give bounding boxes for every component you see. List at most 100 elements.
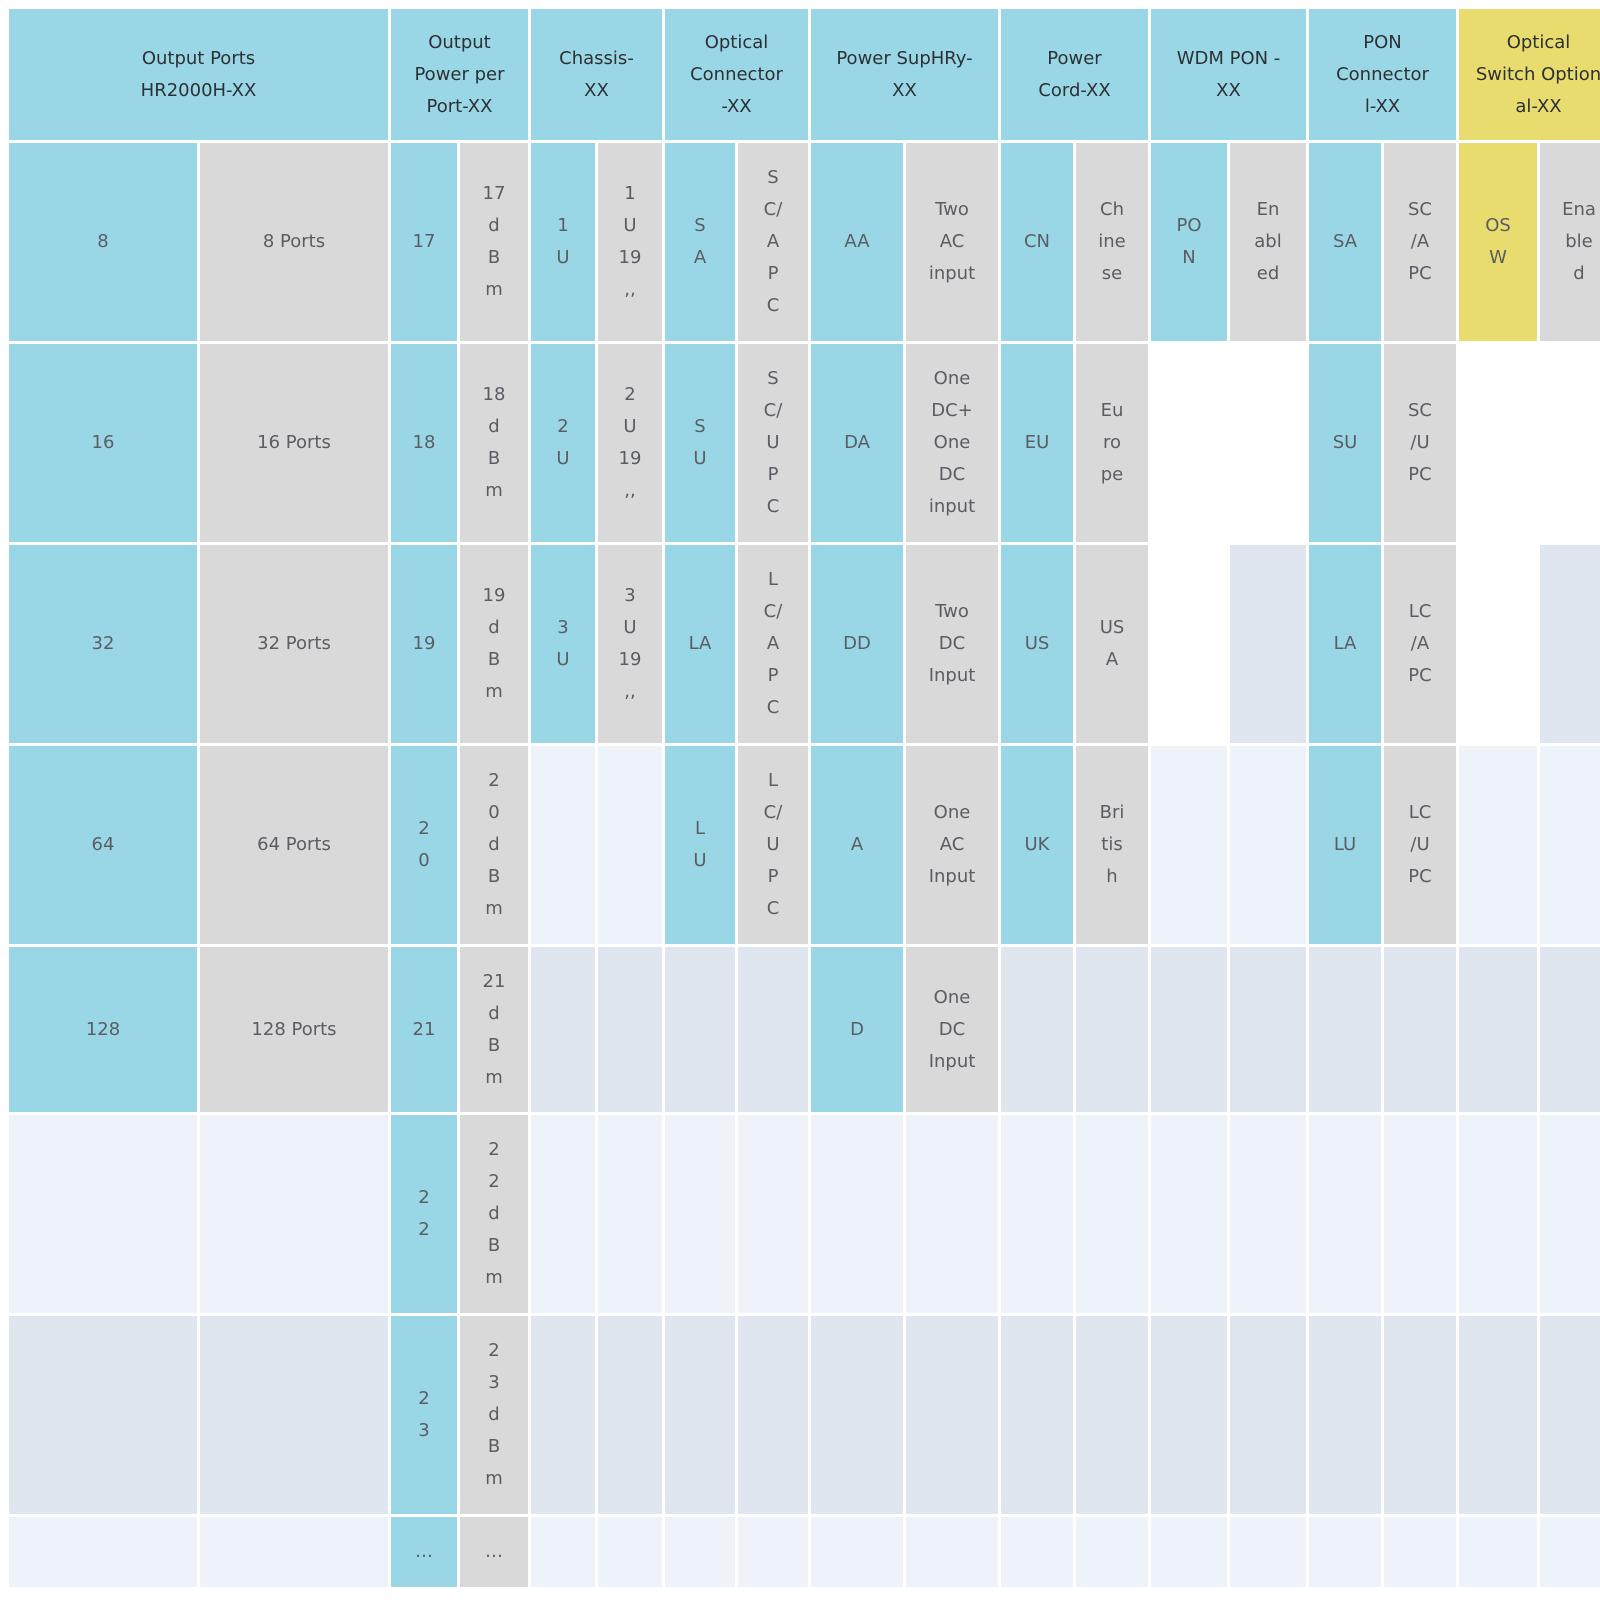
chassis-code-cell: 3 U bbox=[531, 545, 595, 743]
empty-cell bbox=[1151, 746, 1227, 944]
header-optical-switch: Optical Switch Option al-XX bbox=[1459, 9, 1600, 140]
output-power-label-cell: 2 0 d B m bbox=[460, 746, 528, 944]
empty-cell bbox=[598, 1115, 662, 1313]
empty-cell bbox=[1309, 1517, 1381, 1587]
output-ports-label-cell: 128 Ports bbox=[200, 947, 388, 1112]
output-power-code-cell: 2 0 bbox=[391, 746, 457, 944]
empty-cell bbox=[1309, 1316, 1381, 1514]
empty-cell bbox=[1076, 947, 1148, 1112]
empty-cell bbox=[1001, 1115, 1073, 1313]
output-power-label-cell: 17 d B m bbox=[460, 143, 528, 341]
power-supply-code-cell: DA bbox=[811, 344, 903, 542]
empty-cell bbox=[1151, 1517, 1227, 1587]
power-supply-code-cell: D bbox=[811, 947, 903, 1112]
empty-cell bbox=[1459, 746, 1537, 944]
header-optical-connector: Optical Connector -XX bbox=[665, 9, 808, 140]
empty-cell bbox=[906, 1517, 998, 1587]
empty-cell bbox=[9, 1115, 197, 1313]
empty-cell bbox=[9, 1517, 197, 1587]
empty-cell bbox=[531, 1316, 595, 1514]
empty-cell bbox=[1001, 947, 1073, 1112]
wdm-pon-label-cell: En abl ed bbox=[1230, 143, 1306, 341]
empty-cell bbox=[598, 947, 662, 1112]
empty-cell bbox=[811, 1115, 903, 1313]
header-power-supply: Power SupHRy- XX bbox=[811, 9, 998, 140]
empty-cell bbox=[1230, 746, 1306, 944]
output-power-label-cell: … bbox=[460, 1517, 528, 1587]
output-power-code-cell: 17 bbox=[391, 143, 457, 341]
empty-cell bbox=[1459, 545, 1537, 743]
output-ports-label-cell: 64 Ports bbox=[200, 746, 388, 944]
empty-cell bbox=[1230, 947, 1306, 1112]
empty-cell bbox=[598, 1316, 662, 1514]
empty-cell bbox=[1230, 545, 1306, 743]
pon-connector-code-cell: SU bbox=[1309, 344, 1381, 542]
header-output-power: Output Power per Port-XX bbox=[391, 9, 528, 140]
output-ports-label-cell: 32 Ports bbox=[200, 545, 388, 743]
empty-cell bbox=[598, 746, 662, 944]
empty-cell bbox=[1076, 1517, 1148, 1587]
optical-connector-label-cell: S C/ A P C bbox=[738, 143, 808, 341]
empty-cell bbox=[1309, 1115, 1381, 1313]
empty-cell bbox=[1076, 1115, 1148, 1313]
empty-cell bbox=[1384, 1115, 1456, 1313]
empty-cell bbox=[738, 1517, 808, 1587]
output-power-code-cell: 21 bbox=[391, 947, 457, 1112]
chassis-code-cell: 2 U bbox=[531, 344, 595, 542]
empty-cell bbox=[1384, 947, 1456, 1112]
chassis-label-cell: 1 U 19 ,, bbox=[598, 143, 662, 341]
empty-cell bbox=[738, 1115, 808, 1313]
empty-cell bbox=[1540, 1517, 1600, 1587]
power-cord-label-cell: US A bbox=[1076, 545, 1148, 743]
output-ports-code-cell: 64 bbox=[9, 746, 197, 944]
empty-cell bbox=[1540, 545, 1600, 743]
pon-connector-code-cell: LA bbox=[1309, 545, 1381, 743]
output-power-code-cell: … bbox=[391, 1517, 457, 1587]
empty-cell bbox=[738, 1316, 808, 1514]
output-ports-code-cell: 16 bbox=[9, 344, 197, 542]
empty-cell bbox=[531, 947, 595, 1112]
power-supply-code-cell: DD bbox=[811, 545, 903, 743]
output-power-label-cell: 2 2 d B m bbox=[460, 1115, 528, 1313]
empty-cell bbox=[1540, 746, 1600, 944]
empty-cell bbox=[811, 1517, 903, 1587]
power-supply-label-cell: Two AC input bbox=[906, 143, 998, 341]
empty-cell bbox=[1540, 1115, 1600, 1313]
optical-switch-label-cell: Ena ble d bbox=[1540, 143, 1600, 341]
pon-connector-label-cell: LC /A PC bbox=[1384, 545, 1456, 743]
empty-cell bbox=[1230, 1517, 1306, 1587]
empty-cell bbox=[1459, 1517, 1537, 1587]
empty-cell bbox=[665, 1316, 735, 1514]
empty-cell bbox=[1459, 344, 1537, 542]
empty-cell bbox=[1540, 1316, 1600, 1514]
output-power-code-cell: 19 bbox=[391, 545, 457, 743]
power-supply-code-cell: A bbox=[811, 746, 903, 944]
power-supply-label-cell: One AC Input bbox=[906, 746, 998, 944]
empty-cell bbox=[1151, 947, 1227, 1112]
pon-connector-label-cell: SC /A PC bbox=[1384, 143, 1456, 341]
header-power-cord: Power Cord-XX bbox=[1001, 9, 1148, 140]
pon-connector-code-cell: SA bbox=[1309, 143, 1381, 341]
empty-cell bbox=[1151, 344, 1227, 542]
empty-cell bbox=[1309, 947, 1381, 1112]
optical-connector-code-cell: S A bbox=[665, 143, 735, 341]
power-supply-label-cell: Two DC Input bbox=[906, 545, 998, 743]
empty-cell bbox=[665, 1115, 735, 1313]
output-ports-label-cell: 8 Ports bbox=[200, 143, 388, 341]
empty-cell bbox=[811, 1316, 903, 1514]
empty-cell bbox=[1540, 947, 1600, 1112]
output-power-code-cell: 2 2 bbox=[391, 1115, 457, 1313]
empty-cell bbox=[1230, 344, 1306, 542]
empty-cell bbox=[1384, 1517, 1456, 1587]
pon-connector-label-cell: SC /U PC bbox=[1384, 344, 1456, 542]
output-power-label-cell: 2 3 d B m bbox=[460, 1316, 528, 1514]
output-power-label-cell: 19 d B m bbox=[460, 545, 528, 743]
empty-cell bbox=[531, 1115, 595, 1313]
optical-connector-code-cell: L U bbox=[665, 746, 735, 944]
pon-connector-label-cell: LC /U PC bbox=[1384, 746, 1456, 944]
header-chassis: Chassis- XX bbox=[531, 9, 662, 140]
optical-connector-label-cell: S C/ U P C bbox=[738, 344, 808, 542]
output-power-label-cell: 18 d B m bbox=[460, 344, 528, 542]
empty-cell bbox=[1540, 344, 1600, 542]
empty-cell bbox=[738, 947, 808, 1112]
